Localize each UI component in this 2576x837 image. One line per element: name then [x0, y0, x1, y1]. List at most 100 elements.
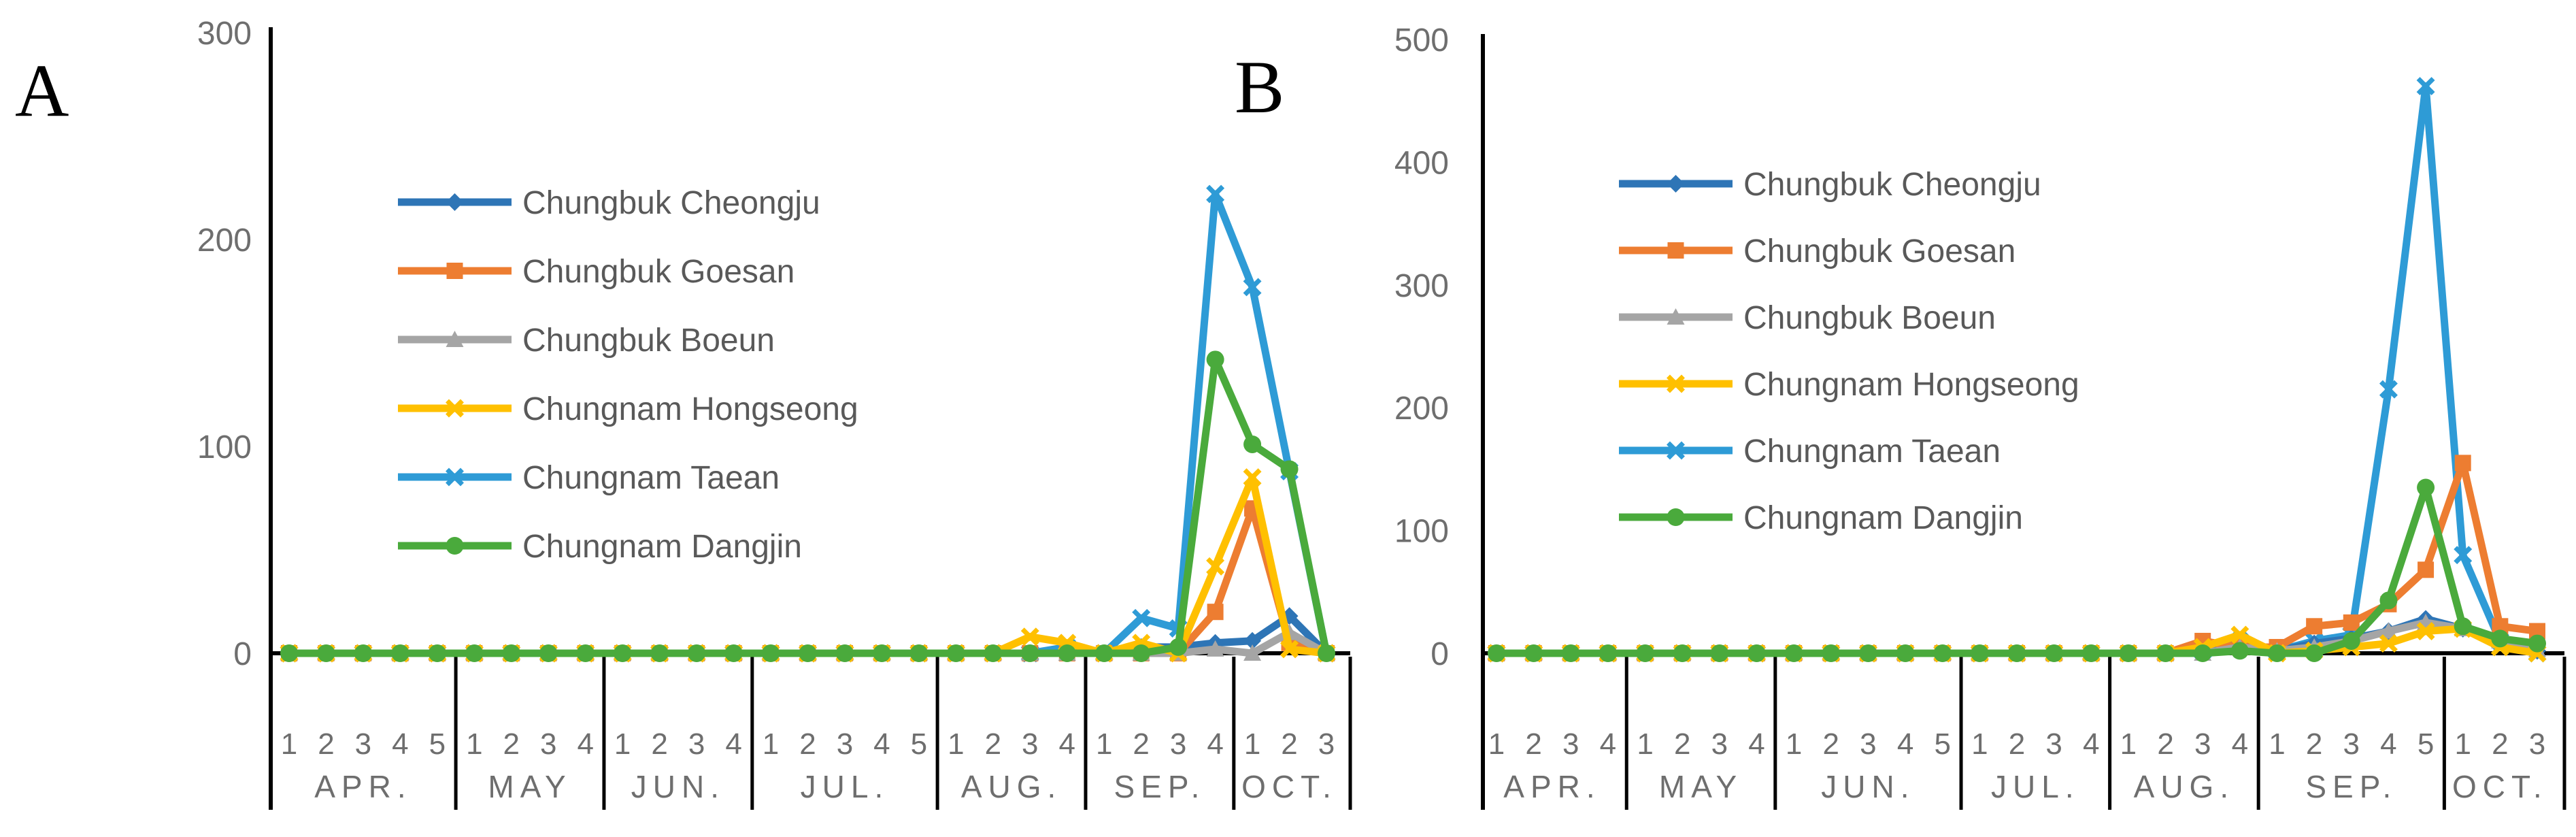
data-point	[2305, 644, 2324, 662]
data-point	[465, 644, 484, 662]
legend: Chungbuk Cheongju Chungbuk Goesan Chungbuk…	[1619, 167, 2079, 536]
x-week-label: 2	[1823, 727, 1839, 761]
series-line	[1496, 459, 2538, 657]
x-week-label: 2	[1525, 727, 1541, 761]
data-point	[2528, 634, 2546, 653]
x-week-label: 4	[1059, 727, 1075, 761]
x-week-label: 3	[355, 727, 371, 761]
x-week-label: 3	[540, 727, 556, 761]
data-point	[984, 644, 1002, 662]
data-point	[317, 644, 335, 662]
x-week-label: 5	[911, 727, 927, 761]
y-tick-label: 200	[197, 223, 252, 259]
data-point	[688, 644, 706, 662]
legend-item: Chungbuk Boeun	[1619, 300, 1996, 336]
legend-label: Chungbuk Boeun	[1743, 300, 1996, 336]
legend-marker	[446, 399, 464, 418]
data-point	[1243, 468, 1262, 487]
data-point	[2230, 642, 2249, 660]
x-week-label: 4	[2083, 727, 2099, 761]
legend-item: Chungbuk Goesan	[398, 254, 794, 290]
x-week-label: 4	[2380, 727, 2396, 761]
y-tick-label: 300	[197, 16, 252, 52]
data-point	[614, 644, 632, 662]
legend-marker	[1667, 308, 1685, 325]
data-point	[762, 644, 780, 662]
data-point	[1206, 640, 1224, 657]
legend-marker	[1667, 441, 1685, 460]
legend-marker	[446, 331, 464, 347]
x-week-label: 2	[1133, 727, 1149, 761]
data-point	[1280, 640, 1299, 659]
x-month-label: JUL.	[1991, 769, 2080, 804]
legend-marker	[1667, 508, 1685, 526]
legend-label: Chungnam Dangjin	[522, 529, 802, 565]
data-point	[2454, 455, 2471, 472]
x-week-label: 2	[2157, 727, 2173, 761]
data-point	[1785, 644, 1803, 662]
x-week-label: 3	[688, 727, 705, 761]
data-point	[2379, 591, 2398, 610]
data-point	[1243, 278, 1262, 297]
data-point	[1020, 627, 1039, 646]
x-month-label: JUL.	[801, 769, 890, 804]
data-point	[2379, 634, 2398, 653]
x-month-label: OCT.	[1241, 769, 1337, 804]
data-point	[428, 644, 446, 662]
series-line	[289, 504, 1328, 657]
x-week-label: 3	[2045, 727, 2062, 761]
data-point	[391, 644, 409, 662]
legend-item: Chungnam Hongseong	[1619, 367, 2079, 403]
panel-label: B	[1235, 46, 1284, 129]
data-point	[2119, 644, 2137, 662]
series-chungnam-dangjin	[280, 350, 1335, 662]
data-point	[2008, 644, 2026, 662]
data-point	[1132, 644, 1150, 662]
data-point	[2194, 644, 2212, 662]
x-month-label: AUG.	[961, 769, 1062, 804]
x-week-label: 3	[837, 727, 853, 761]
legend-marker	[1667, 374, 1685, 393]
x-week-label: 2	[503, 727, 520, 761]
data-point	[1971, 644, 1989, 662]
x-week-label: 1	[1786, 727, 1802, 761]
y-tick-label: 300	[1394, 268, 1449, 304]
y-tick-label: 100	[1394, 514, 1449, 550]
x-week-label: 1	[281, 727, 297, 761]
data-point	[2454, 546, 2473, 565]
x-week-label: 2	[2306, 727, 2322, 761]
x-month-label: MAY	[488, 769, 571, 804]
legend-item: Chungbuk Cheongju	[1619, 167, 2041, 203]
x-week-label: 2	[1281, 727, 1297, 761]
data-point	[1206, 350, 1224, 369]
legend-label: Chungnam Hongseong	[522, 391, 858, 427]
data-point	[1822, 644, 1840, 662]
x-week-label: 4	[725, 727, 741, 761]
x-week-label: 1	[614, 727, 631, 761]
data-point	[1169, 638, 1188, 656]
x-week-label: 5	[2418, 727, 2434, 761]
data-point	[1859, 644, 1877, 662]
legend-label: Chungbuk Cheongju	[522, 185, 820, 221]
x-week-label: 2	[2492, 727, 2508, 761]
data-point	[1524, 644, 1543, 662]
x-month-label: APR.	[314, 769, 412, 804]
data-point	[1280, 460, 1299, 478]
legend-marker	[446, 467, 464, 487]
data-point	[2306, 618, 2323, 635]
legend: Chungbuk Cheongju Chungbuk Goesan Chungbuk…	[398, 185, 858, 565]
x-week-label: 4	[1600, 727, 1616, 761]
data-point	[650, 644, 669, 662]
data-point	[1243, 644, 1262, 661]
x-month-label: APR.	[1503, 769, 1601, 804]
legend-label: Chungnam Taean	[522, 460, 780, 496]
data-point	[354, 644, 372, 662]
legend-marker	[446, 263, 463, 279]
x-week-label: 4	[577, 727, 593, 761]
data-point	[2082, 644, 2101, 662]
x-week-label: 1	[2269, 727, 2285, 761]
legend-item: Chungnam Dangjin	[398, 529, 802, 565]
